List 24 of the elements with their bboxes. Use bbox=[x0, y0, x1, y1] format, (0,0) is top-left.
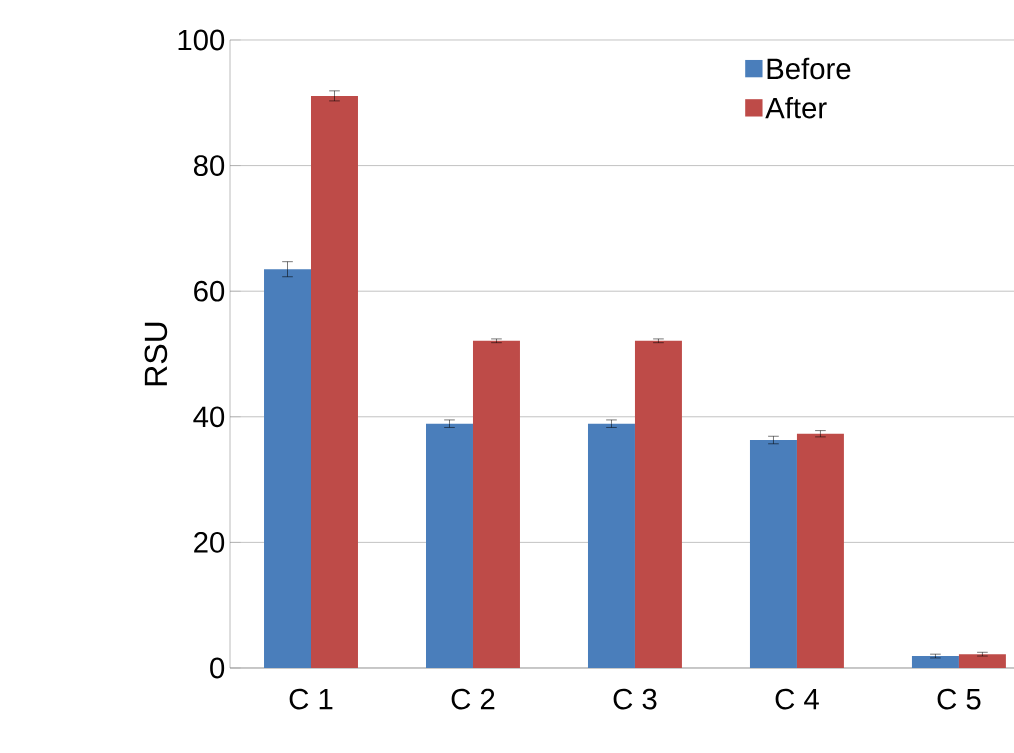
bar bbox=[426, 423, 473, 668]
bar bbox=[796, 433, 844, 668]
legend-label: After bbox=[765, 96, 827, 119]
y-axis-title: RSU bbox=[144, 322, 168, 386]
bar bbox=[749, 440, 797, 668]
bar bbox=[472, 340, 520, 668]
x-tick-label: C 1 bbox=[289, 688, 333, 710]
legend-label: Before bbox=[767, 57, 851, 80]
x-tick-label: C 5 bbox=[937, 688, 981, 710]
bar bbox=[634, 340, 682, 668]
bar bbox=[911, 656, 959, 668]
y-tick-label: 40 bbox=[193, 406, 225, 428]
x-tick-label: C 4 bbox=[775, 688, 819, 710]
y-tick-label: 60 bbox=[194, 280, 225, 302]
y-tick-label: 0 bbox=[210, 657, 225, 679]
bar bbox=[264, 269, 311, 668]
bar bbox=[958, 654, 1006, 668]
y-tick-label: 20 bbox=[194, 531, 225, 553]
y-tick-label: 100 bbox=[178, 29, 225, 51]
bar bbox=[311, 95, 358, 668]
x-tick-label: C 2 bbox=[451, 688, 495, 710]
bar bbox=[587, 423, 635, 668]
y-tick-label: 80 bbox=[193, 155, 225, 176]
x-tick-label: C 3 bbox=[613, 688, 657, 710]
